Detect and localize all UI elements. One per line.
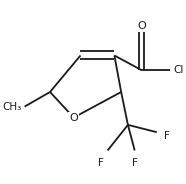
Text: O: O [69,113,78,123]
Text: O: O [137,21,146,31]
Text: CH₃: CH₃ [2,102,21,112]
Text: Cl: Cl [174,65,184,75]
Text: F: F [98,158,104,168]
Text: F: F [163,131,169,141]
Text: F: F [132,158,138,168]
